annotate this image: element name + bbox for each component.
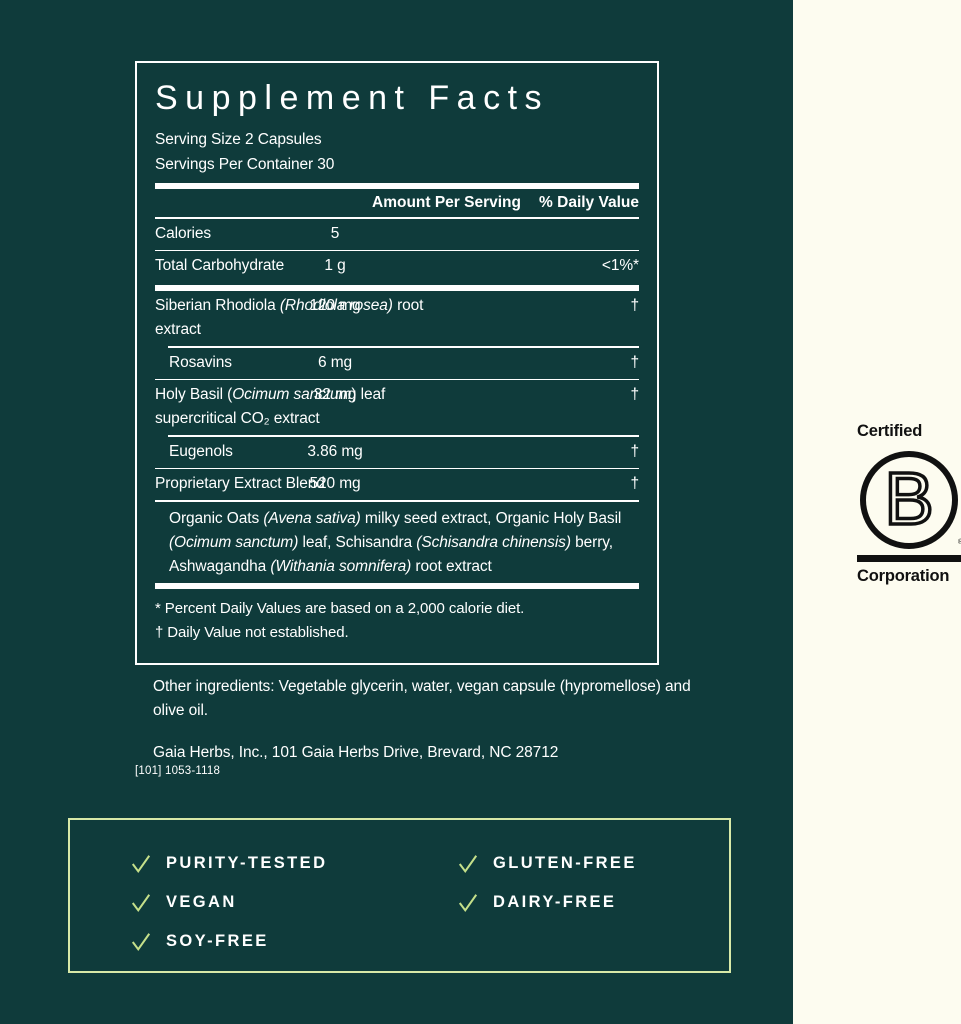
nutrient-amount: 3.86 mg: [307, 442, 363, 460]
column-header-daily-value: % Daily Value: [539, 194, 639, 212]
nutrient-name: Total Carbohydrate: [155, 257, 285, 275]
badge-column-right: GLUTEN-FREE DAIRY-FREE: [457, 844, 637, 922]
bcorp-circle-b-icon: B ®: [857, 448, 961, 552]
table-row: Calories 5: [155, 219, 639, 250]
badge-vegan: VEGAN: [130, 883, 327, 922]
footnotes: * Percent Daily Values are based on a 2,…: [155, 589, 639, 646]
rule-thick-bottom: [155, 583, 639, 589]
certifications-box: PURITY-TESTED VEGAN SOY-FREE GLUTEN-: [68, 818, 731, 973]
nutrient-name: Proprietary Extract Blend: [155, 475, 325, 493]
check-icon: [131, 893, 151, 912]
nutrient-daily-value: †: [630, 297, 639, 315]
table-row: Siberian Rhodiola (Rhodiola rosea) root …: [155, 291, 639, 346]
badge-gluten-free: GLUTEN-FREE: [457, 844, 637, 883]
footnote-dagger: † Daily Value not established.: [155, 624, 349, 642]
nutrient-amount: 1 g: [324, 257, 346, 275]
serving-size: Serving Size 2 Capsules: [155, 131, 322, 149]
row-rule: [155, 378, 639, 381]
column-header-amount: Amount Per Serving: [372, 194, 521, 212]
blend-description: Organic Oats (Avena sativa) milky seed e…: [169, 509, 622, 575]
other-ingredients: Other ingredients: Vegetable glycerin, w…: [153, 678, 691, 720]
nutrient-amount: 6 mg: [317, 353, 353, 371]
nutrient-name: Eugenols: [169, 442, 233, 460]
row-rule: [155, 467, 639, 470]
nutrient-name: Siberian Rhodiola (Rhodiola rosea) root …: [155, 297, 424, 339]
check-icon: [458, 854, 478, 873]
nutrient-amount: 5: [330, 224, 340, 242]
nutrient-daily-value: †: [630, 475, 639, 493]
check-icon: [131, 932, 151, 951]
badge-soy-free: SOY-FREE: [130, 922, 327, 961]
footnote-percent-daily-value: * Percent Daily Values are based on a 2,…: [155, 600, 525, 617]
servings-per-container: Servings Per Container 30: [155, 156, 335, 174]
nutrient-daily-value: †: [630, 442, 639, 460]
rule-under-headers: [155, 217, 639, 219]
rule-thick-top: [155, 183, 639, 190]
rule-thick-mid: [155, 285, 639, 292]
row-rule: [168, 435, 639, 437]
nutrient-name: Rosavins: [169, 353, 232, 371]
table-row: Rosavins 6 mg †: [155, 348, 639, 379]
badge-label: GLUTEN-FREE: [493, 854, 637, 872]
nutrient-name: Holy Basil (Ocimum sanctum) leaf supercr…: [155, 386, 386, 428]
badge-label: VEGAN: [166, 893, 237, 911]
page-title: Supplement Facts: [155, 79, 550, 117]
below-box-text: Other ingredients: Vegetable glycerin, w…: [153, 675, 713, 765]
serving-info: Serving Size 2 Capsules Servings Per Con…: [155, 127, 639, 177]
bcorp-certified-text: Certified: [857, 422, 923, 440]
row-rule: [155, 249, 639, 252]
nutrient-daily-value: <1%*: [601, 257, 639, 275]
nutrient-amount: 520 mg: [309, 475, 361, 493]
column-headers: Amount Per Serving % Daily Value: [155, 189, 639, 217]
b-corporation-logo: Certified B ® Corporation: [857, 422, 961, 585]
bcorp-corporation-text: Corporation: [857, 567, 950, 586]
table-row: Eugenols 3.86 mg †: [155, 437, 639, 468]
table-row: Proprietary Extract Blend 520 mg †: [155, 469, 639, 500]
dark-teal-panel: [0, 0, 793, 1024]
company-address: Gaia Herbs, Inc., 101 Gaia Herbs Drive, …: [153, 744, 559, 762]
nutrient-daily-value: †: [630, 386, 639, 404]
registered-trademark-icon: ®: [957, 539, 961, 547]
table-row: Total Carbohydrate 1 g <1%*: [155, 251, 639, 282]
badge-purity-tested: PURITY-TESTED: [130, 844, 327, 883]
bcorp-divider-bar: [857, 555, 961, 563]
badge-column-left: PURITY-TESTED VEGAN SOY-FREE: [130, 844, 327, 961]
svg-text:B: B: [884, 457, 933, 540]
nutrient-name: Calories: [155, 224, 212, 242]
table-row: Holy Basil (Ocimum sanctum) leaf supercr…: [155, 380, 639, 435]
badge-label: PURITY-TESTED: [166, 854, 328, 872]
nutrient-daily-value: †: [630, 353, 639, 371]
supplement-facts-box: Supplement Facts Serving Size 2 Capsules…: [135, 61, 659, 665]
badge-label: DAIRY-FREE: [493, 893, 617, 911]
check-icon: [458, 893, 478, 912]
nutrient-amount: 120 mg: [309, 297, 361, 315]
nutrient-amount: 32 mg: [313, 386, 357, 404]
lot-code: [101] 1053-1118: [135, 765, 221, 777]
badge-dairy-free: DAIRY-FREE: [457, 883, 637, 922]
row-rule: [168, 346, 639, 348]
badge-label: SOY-FREE: [166, 932, 269, 950]
row-rule: [155, 500, 639, 502]
check-icon: [131, 854, 151, 873]
